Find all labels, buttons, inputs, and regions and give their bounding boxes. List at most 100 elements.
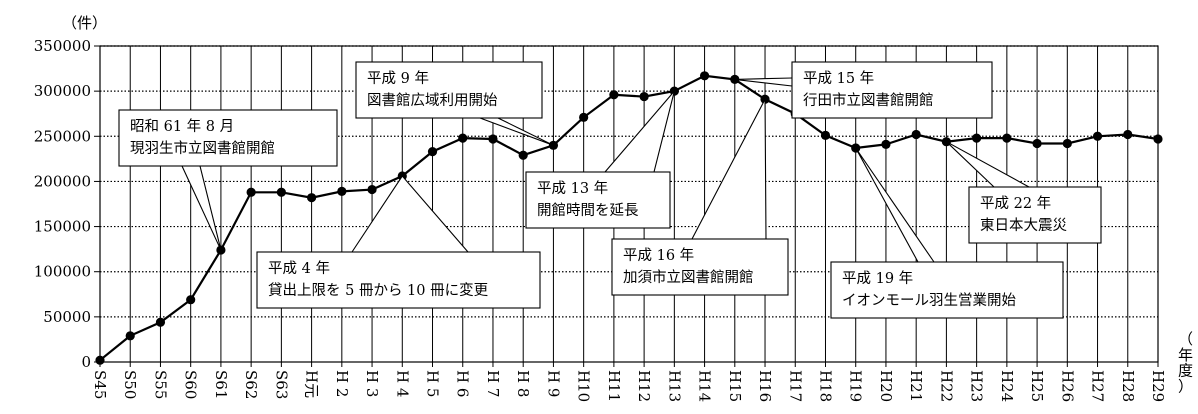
data-point	[609, 90, 619, 100]
x-tick-label: H24	[998, 370, 1016, 402]
data-point	[246, 187, 256, 197]
y-tick-label: 200000	[34, 172, 91, 190]
y-tick-label: 350000	[34, 37, 91, 55]
x-tick-label: S50	[121, 370, 139, 399]
data-point	[911, 129, 921, 140]
data-point	[1123, 129, 1133, 140]
x-tick-label: H25	[1028, 370, 1046, 402]
data-point	[881, 139, 891, 150]
x-tick-label: H 2	[333, 370, 351, 397]
data-point	[579, 112, 589, 122]
callout-pointer	[604, 90, 675, 173]
y-axis-unit-label: （件）	[62, 14, 107, 32]
x-tick-label: H22	[937, 370, 955, 402]
x-tick-label: H11	[605, 370, 623, 402]
x-tick-label: H13	[665, 370, 683, 402]
x-tick-label: H18	[816, 370, 834, 402]
callout-box	[525, 171, 671, 229]
plot-frame	[99, 45, 1159, 363]
axes	[94, 45, 1159, 367]
x-axis-unit-label: （年度）	[1178, 330, 1193, 395]
callout-pointer	[855, 147, 935, 263]
data-point	[155, 317, 166, 327]
x-tick-label: H27	[1089, 370, 1107, 402]
data-point	[518, 150, 528, 160]
callout-box	[830, 261, 1064, 319]
callout-text-line: 図書館広域利用開始	[367, 92, 498, 109]
x-tick-label: H29	[1149, 370, 1167, 402]
callout-text-line: 平成 16 年	[623, 247, 694, 264]
callout-box	[968, 186, 1102, 244]
y-tick-label: 0	[81, 353, 91, 371]
y-tick-label: 150000	[34, 218, 91, 236]
callout-text-line: 東日本大震災	[980, 217, 1067, 234]
x-tick-label: H28	[1119, 370, 1137, 402]
callout-pointer	[946, 141, 1030, 188]
callout-text-line: 開館時間を延長	[537, 202, 639, 219]
x-tick-label: S61	[212, 370, 230, 399]
callout-pointer	[479, 117, 554, 146]
data-point	[1062, 138, 1072, 149]
x-tick-label: H 6	[454, 370, 472, 397]
y-tick-label: 50000	[43, 308, 91, 326]
y-tick-label: 250000	[34, 127, 91, 145]
callout-text-line: 平成 13 年	[537, 180, 608, 197]
data-point	[639, 91, 649, 102]
x-tick-label: H 8	[514, 370, 532, 397]
data-point	[488, 134, 498, 144]
x-tick-label: S63	[272, 370, 290, 399]
callout-text-line: 加須市立図書館開館	[623, 269, 754, 286]
y-tick-label: 300000	[34, 82, 91, 100]
data-point	[1153, 134, 1163, 144]
callout-box	[355, 61, 543, 119]
data-point	[1002, 133, 1012, 143]
callout-text-line: 昭和 61 年 8 月	[130, 118, 234, 135]
callout-pointer	[691, 99, 767, 240]
data-point	[820, 130, 831, 140]
x-tick-label: H12	[635, 370, 653, 402]
series-line	[99, 74, 1159, 362]
x-tick-label: S45	[91, 370, 109, 399]
data-point	[972, 133, 982, 143]
callout-box	[791, 61, 993, 119]
x-tick-label: H 3	[363, 370, 381, 397]
x-tick-label: H19	[847, 370, 865, 402]
callout-pointer	[351, 175, 469, 253]
x-tick-label: H 5	[424, 370, 442, 397]
x-tick-label: H10	[575, 370, 593, 402]
y-tick-label: 100000	[34, 263, 91, 281]
data-series	[95, 71, 1163, 365]
callout-text-line: 現羽生市立図書館開館	[130, 140, 275, 157]
x-tick-label: H 4	[393, 370, 411, 397]
callout-text-line: イオンモール羽生営業開始	[842, 292, 1016, 309]
callout-text-line: 平成 9 年	[367, 70, 429, 87]
x-tick-label: H21	[907, 370, 925, 402]
callout-box	[256, 251, 541, 309]
x-tick-label: S62	[242, 370, 260, 399]
data-point	[276, 187, 286, 197]
x-tick-label: S55	[151, 370, 169, 399]
data-point	[699, 71, 710, 81]
data-point	[367, 184, 377, 195]
callout-text-line: 行田市立図書館開館	[803, 92, 934, 109]
data-point	[337, 186, 347, 196]
data-point	[427, 147, 438, 157]
x-tick-label: H20	[877, 370, 895, 402]
callout-text-line: 平成 15 年	[803, 70, 874, 87]
x-tick-label: H15	[726, 370, 744, 402]
callout-box	[611, 238, 789, 296]
callout-text-line: 貸出上限を 5 冊から 10 冊に変更	[268, 282, 489, 299]
data-point	[307, 193, 317, 203]
x-tick-label: S60	[182, 370, 200, 399]
x-tick-label: H26	[1058, 370, 1076, 402]
callout-text-line: 平成 22 年	[980, 195, 1051, 212]
